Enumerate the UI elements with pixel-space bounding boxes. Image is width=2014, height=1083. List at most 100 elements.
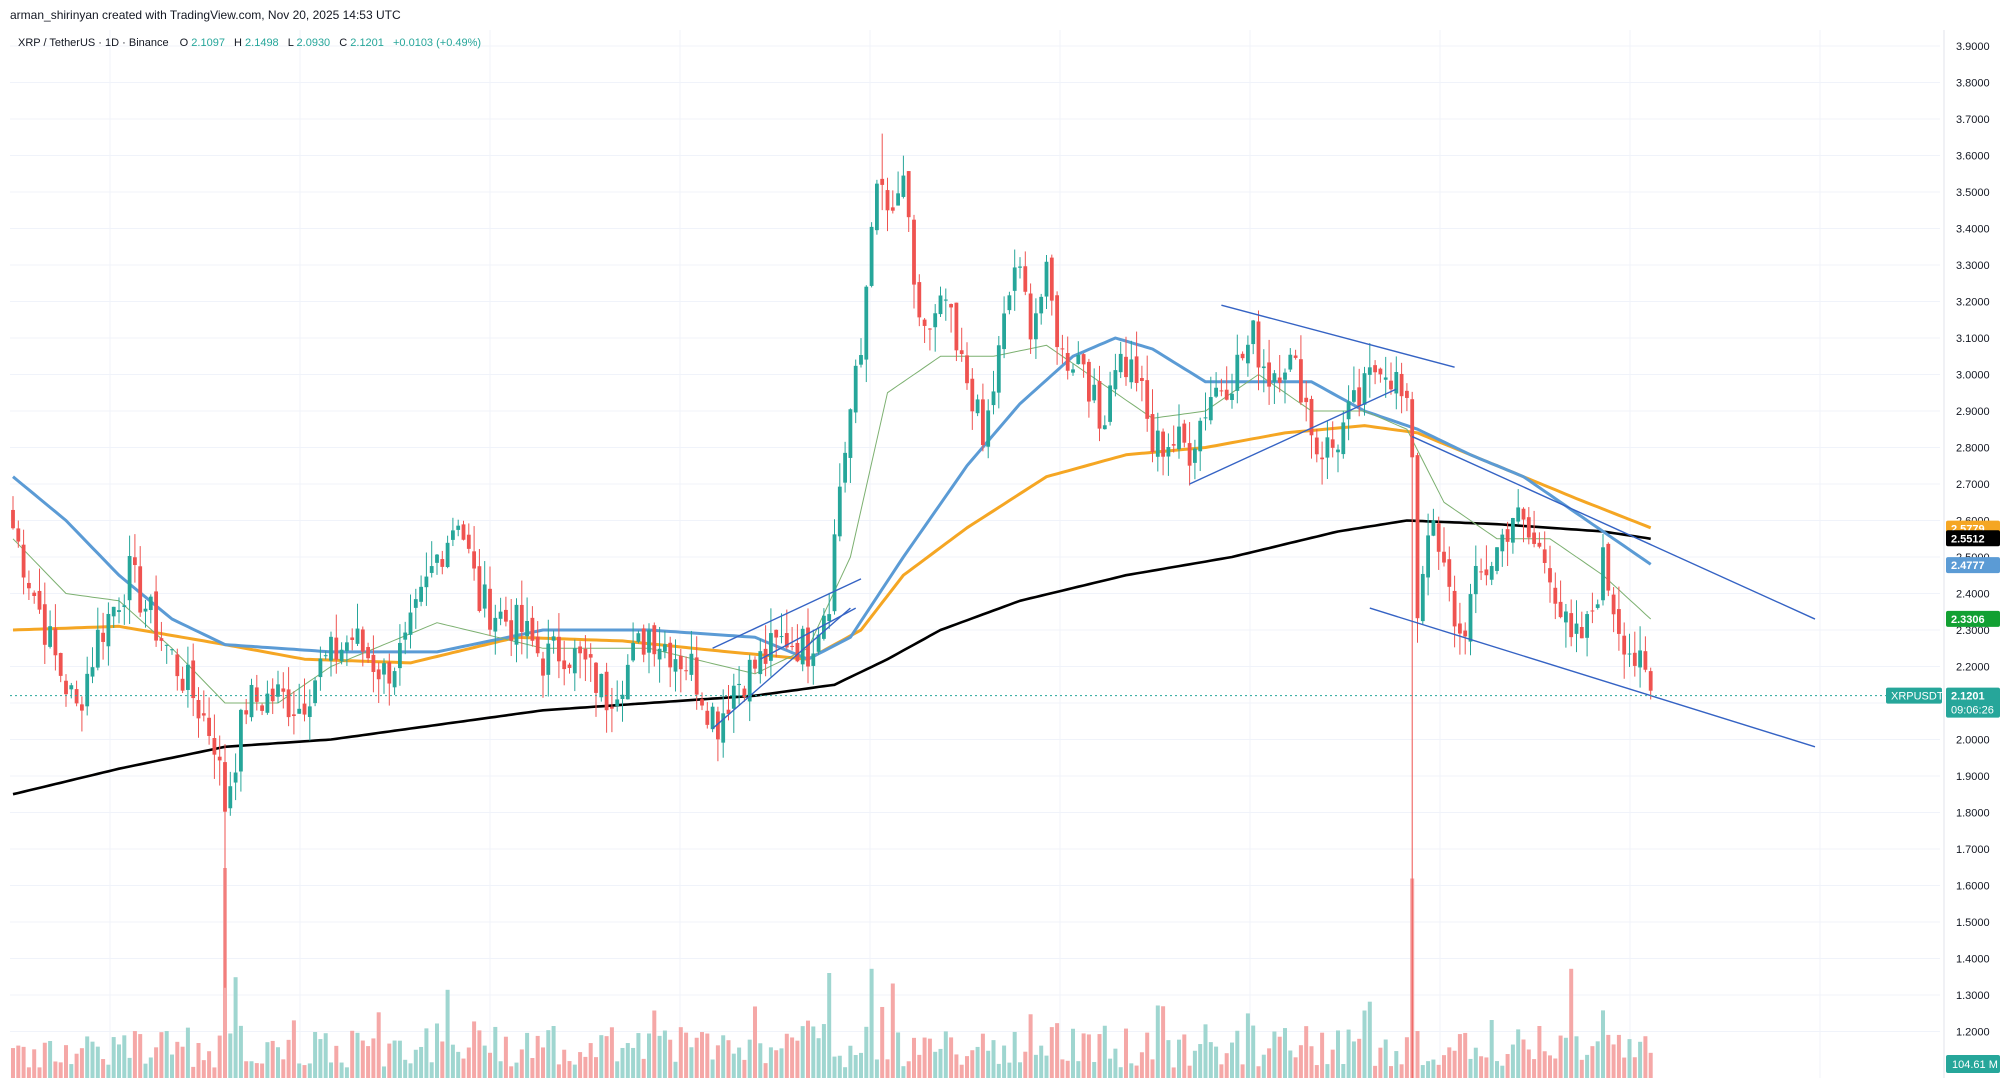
- candle-body: [111, 606, 116, 617]
- candle-body: [1442, 551, 1446, 563]
- price-label-text: 2.3306: [1951, 614, 1985, 626]
- candle-body: [731, 685, 736, 709]
- price-tick-label: 2.7000: [1956, 479, 1990, 491]
- volume-bar: [1298, 1045, 1303, 1078]
- candle-body: [37, 590, 42, 610]
- volume-bar: [996, 1063, 1001, 1078]
- attribution-text: arman_shirinyan created with TradingView…: [10, 8, 401, 22]
- volume-bar: [700, 1032, 704, 1078]
- volume-bar: [1102, 1025, 1107, 1078]
- candle-body: [1622, 635, 1627, 655]
- volume-bar: [843, 1067, 848, 1078]
- candle-body: [875, 183, 879, 231]
- candle-body: [80, 704, 84, 711]
- volume-bar: [355, 1032, 360, 1078]
- candle-body: [350, 637, 355, 640]
- candle-body: [1198, 420, 1203, 452]
- volume-bar: [196, 1043, 201, 1078]
- candle-body: [1617, 609, 1621, 634]
- candle-body: [477, 566, 482, 612]
- price-label-text: 2.5512: [1951, 533, 1985, 545]
- price-tick-label: 1.3000: [1956, 990, 1990, 1002]
- volume-bar: [1023, 1051, 1028, 1078]
- volume-bar: [1357, 1038, 1362, 1078]
- candle-body: [1436, 523, 1441, 552]
- volume-bar: [164, 1031, 169, 1078]
- volume-bar: [1548, 1055, 1552, 1078]
- candle-body: [413, 599, 418, 608]
- candle-body: [249, 684, 254, 718]
- volume-bar: [1500, 1065, 1505, 1078]
- volume-bar: [1039, 1045, 1044, 1078]
- volume-bar: [1267, 1048, 1272, 1078]
- volume-bar: [329, 1062, 333, 1078]
- candle-body: [816, 634, 821, 652]
- volume-bar: [143, 1063, 148, 1078]
- volume-bar: [26, 1067, 31, 1078]
- candle-body: [254, 687, 259, 702]
- volume-bar: [1118, 1067, 1123, 1078]
- low-value: 2.0930: [297, 37, 331, 49]
- candle-body: [885, 190, 890, 211]
- volume-label-box: [1946, 1055, 2000, 1073]
- volume-bar: [578, 1052, 583, 1078]
- volume-bar: [228, 1033, 233, 1078]
- volume-bar: [933, 1051, 938, 1078]
- last-price-text: 2.1201: [1951, 691, 1985, 703]
- volume-bar: [1007, 1062, 1012, 1078]
- candle-body: [382, 663, 386, 675]
- volume-bar: [1155, 1005, 1160, 1078]
- candle-body: [1155, 430, 1160, 457]
- volume-bar: [615, 1061, 620, 1078]
- candle-body: [1193, 448, 1197, 463]
- candle-body: [853, 365, 858, 413]
- candle-body: [1505, 529, 1510, 542]
- candle-body: [1489, 566, 1494, 580]
- volume-bar: [1230, 1042, 1234, 1078]
- volume-bar: [1214, 1046, 1219, 1078]
- candle-body: [1076, 355, 1081, 365]
- candle-body: [678, 655, 683, 670]
- candle-body: [345, 642, 349, 651]
- candle-body: [196, 699, 201, 719]
- volume-bar: [1632, 1057, 1637, 1078]
- candle-body: [1601, 547, 1605, 601]
- volume-label-text: 104.61 M: [1952, 1059, 1998, 1071]
- candle-body: [1378, 368, 1383, 375]
- trendline: [712, 578, 862, 649]
- price-tick-label: 2.9000: [1956, 406, 1990, 418]
- candle-body: [965, 355, 969, 384]
- volume-bar: [1495, 1061, 1499, 1078]
- volume-bar: [604, 1036, 609, 1078]
- volume-bar: [1309, 1046, 1314, 1078]
- volume-bar: [906, 1061, 911, 1078]
- price-tick-label: 3.0000: [1956, 370, 1990, 382]
- candle-body: [1325, 437, 1330, 458]
- candle-body: [419, 586, 423, 602]
- candle-body: [1468, 594, 1473, 642]
- candle-body: [567, 664, 572, 668]
- candle-body: [726, 709, 731, 715]
- price-tick-label: 2.0000: [1956, 735, 1990, 747]
- volume-bar: [1251, 1025, 1256, 1078]
- candle-body: [1251, 320, 1256, 345]
- volume-bar: [641, 1058, 646, 1078]
- candle-body: [1283, 372, 1287, 380]
- candle-body: [1537, 542, 1542, 547]
- volume-bar: [180, 1046, 185, 1078]
- volume-bar: [466, 1047, 471, 1078]
- volume-bar: [1399, 1064, 1404, 1078]
- candle-body: [572, 648, 577, 674]
- price-tick-label: 1.2000: [1956, 1027, 1990, 1039]
- symbol-tag-text: XRPUSDT: [1891, 691, 1944, 703]
- candle-body: [1235, 354, 1240, 391]
- high-label: H: [234, 37, 242, 49]
- candle-body: [901, 175, 906, 197]
- candle-body: [1548, 568, 1552, 583]
- volume-bar: [477, 1030, 482, 1078]
- volume-bar: [1198, 1044, 1203, 1078]
- candle-body: [912, 219, 916, 285]
- volume-bar: [991, 1040, 996, 1078]
